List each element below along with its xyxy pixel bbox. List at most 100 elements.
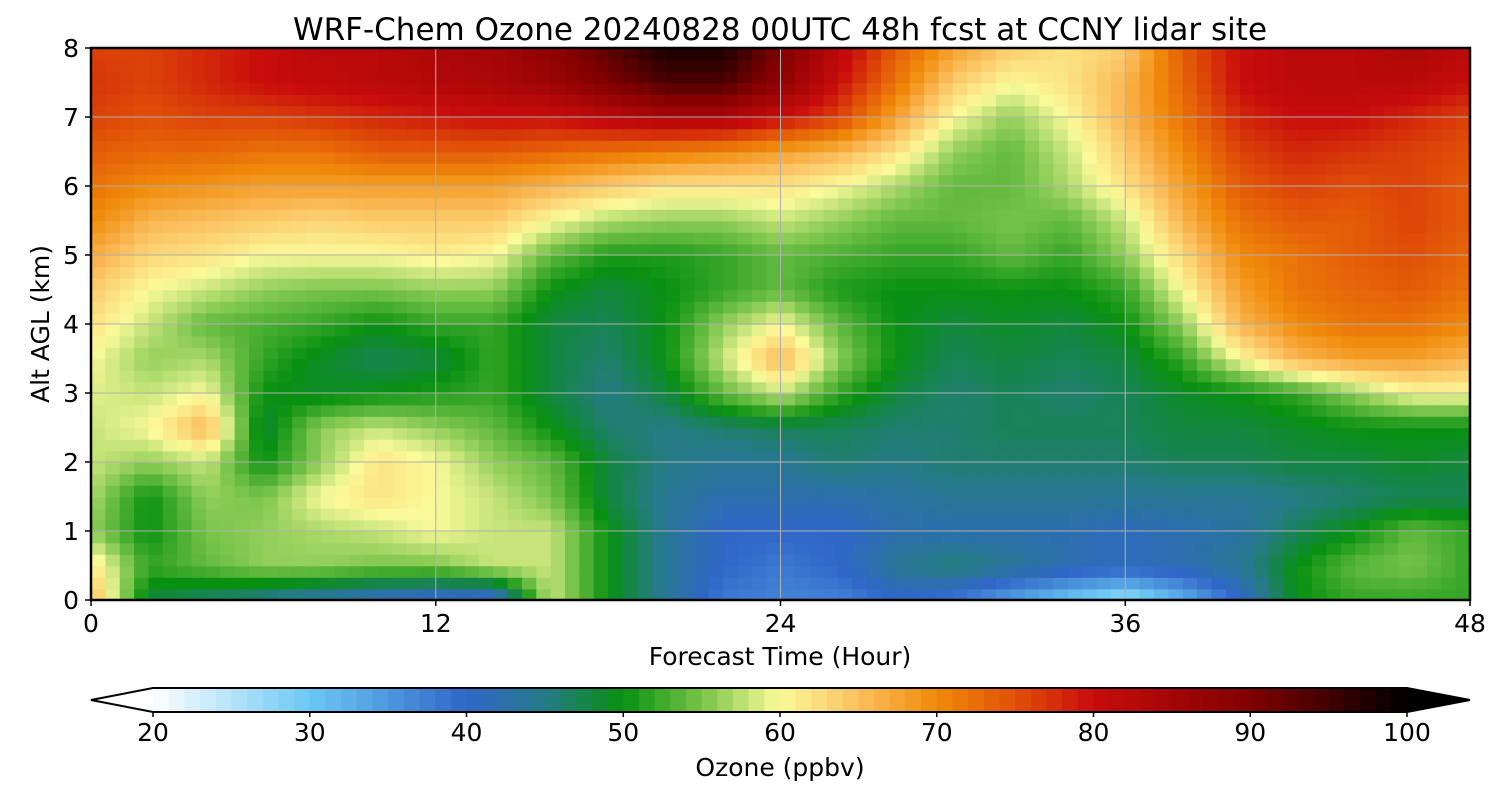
heat-cell bbox=[306, 220, 322, 233]
heat-cell bbox=[205, 358, 222, 371]
heat-cell bbox=[1268, 393, 1285, 406]
heat-cell bbox=[679, 324, 696, 337]
heat-cell bbox=[1110, 266, 1127, 279]
heat-cell bbox=[1441, 232, 1457, 245]
heat-cell bbox=[766, 301, 782, 314]
heat-cell bbox=[924, 94, 940, 107]
heat-cell bbox=[1254, 232, 1270, 245]
heat-cell bbox=[1024, 94, 1040, 107]
heat-cell bbox=[1211, 531, 1227, 544]
heat-cell bbox=[1369, 278, 1385, 291]
heat-cell bbox=[694, 48, 710, 61]
heat-cell bbox=[579, 358, 595, 371]
heat-cell bbox=[91, 542, 107, 555]
heat-cell bbox=[521, 140, 538, 153]
heat-cell bbox=[1240, 393, 1256, 406]
heat-cell bbox=[1110, 416, 1127, 429]
heat-cell bbox=[565, 232, 581, 245]
heat-cell bbox=[392, 209, 408, 222]
heat-cell bbox=[1383, 554, 1399, 567]
heat-cell bbox=[593, 117, 609, 130]
heat-cell bbox=[593, 588, 609, 600]
heat-cell bbox=[708, 289, 724, 302]
heat-cell bbox=[1168, 519, 1184, 532]
heat-cell bbox=[866, 209, 882, 222]
heat-cell bbox=[708, 416, 724, 429]
heat-cell bbox=[1383, 220, 1399, 233]
heat-cell bbox=[579, 439, 595, 452]
heat-cell bbox=[952, 450, 969, 463]
heat-cell bbox=[105, 462, 121, 475]
heat-cell bbox=[464, 140, 480, 153]
heat-cell bbox=[335, 577, 351, 590]
heat-cell bbox=[565, 255, 581, 268]
heat-cell bbox=[205, 289, 222, 302]
heat-cell bbox=[938, 473, 954, 486]
heat-cell bbox=[694, 404, 710, 417]
heat-cell bbox=[1441, 174, 1457, 187]
heat-cell bbox=[995, 462, 1012, 475]
heat-cell bbox=[234, 255, 250, 268]
heat-cell bbox=[622, 255, 638, 268]
y-tick-label: 5 bbox=[63, 241, 79, 270]
heat-cell bbox=[809, 496, 825, 509]
heat-cell bbox=[780, 531, 796, 544]
heat-cell bbox=[593, 105, 609, 118]
heat-cell bbox=[1441, 209, 1457, 222]
heat-cell bbox=[1082, 485, 1098, 498]
heat-cell bbox=[134, 94, 150, 107]
heat-cell bbox=[1297, 427, 1313, 440]
heat-cell bbox=[363, 163, 380, 176]
heat-cell bbox=[1369, 531, 1385, 544]
heat-cell bbox=[1110, 427, 1127, 440]
heat-cell bbox=[1125, 335, 1141, 348]
heat-cell bbox=[1369, 220, 1385, 233]
heat-cell bbox=[895, 289, 911, 302]
heat-cell bbox=[1125, 117, 1141, 130]
heat-cell bbox=[1153, 117, 1170, 130]
heat-cell bbox=[694, 554, 710, 567]
heat-cell bbox=[378, 485, 394, 498]
heat-cell bbox=[1369, 577, 1385, 590]
heat-cell bbox=[1297, 163, 1313, 176]
heat-cell bbox=[909, 266, 925, 279]
heat-cell bbox=[493, 439, 509, 452]
heat-cell bbox=[220, 48, 236, 61]
heat-cell bbox=[450, 335, 466, 348]
heat-cell bbox=[766, 358, 782, 371]
heat-cell bbox=[134, 439, 150, 452]
x-tick-label: 0 bbox=[83, 609, 99, 638]
heat-cell bbox=[1010, 220, 1026, 233]
heat-cell bbox=[105, 473, 121, 486]
heat-cell bbox=[608, 117, 624, 130]
heat-cell bbox=[1441, 393, 1457, 406]
heat-cell bbox=[550, 163, 566, 176]
heat-cell bbox=[1426, 94, 1443, 107]
heat-cell bbox=[277, 94, 293, 107]
heat-cell bbox=[837, 554, 854, 567]
heat-cell bbox=[1110, 542, 1127, 555]
heat-cell bbox=[651, 496, 667, 509]
heat-cell bbox=[981, 266, 997, 279]
heat-cell bbox=[119, 151, 135, 164]
heat-cell bbox=[1297, 450, 1313, 463]
heat-cell bbox=[134, 588, 150, 600]
heat-cell bbox=[277, 186, 293, 199]
heat-cell bbox=[636, 243, 653, 256]
heat-cell bbox=[148, 496, 164, 509]
heat-cell bbox=[751, 140, 767, 153]
heat-cell bbox=[435, 416, 451, 429]
heat-cell bbox=[521, 197, 538, 210]
heat-cell bbox=[823, 82, 839, 95]
heat-cell bbox=[493, 404, 509, 417]
heat-cell bbox=[665, 554, 681, 567]
heat-cell bbox=[766, 163, 782, 176]
heat-cell bbox=[852, 140, 868, 153]
heat-cell bbox=[679, 266, 696, 279]
heat-cell bbox=[636, 462, 653, 475]
heat-cell bbox=[981, 105, 997, 118]
heat-cell bbox=[148, 289, 164, 302]
heat-cell bbox=[550, 416, 566, 429]
heat-cell bbox=[450, 588, 466, 600]
heat-cell bbox=[191, 381, 207, 394]
